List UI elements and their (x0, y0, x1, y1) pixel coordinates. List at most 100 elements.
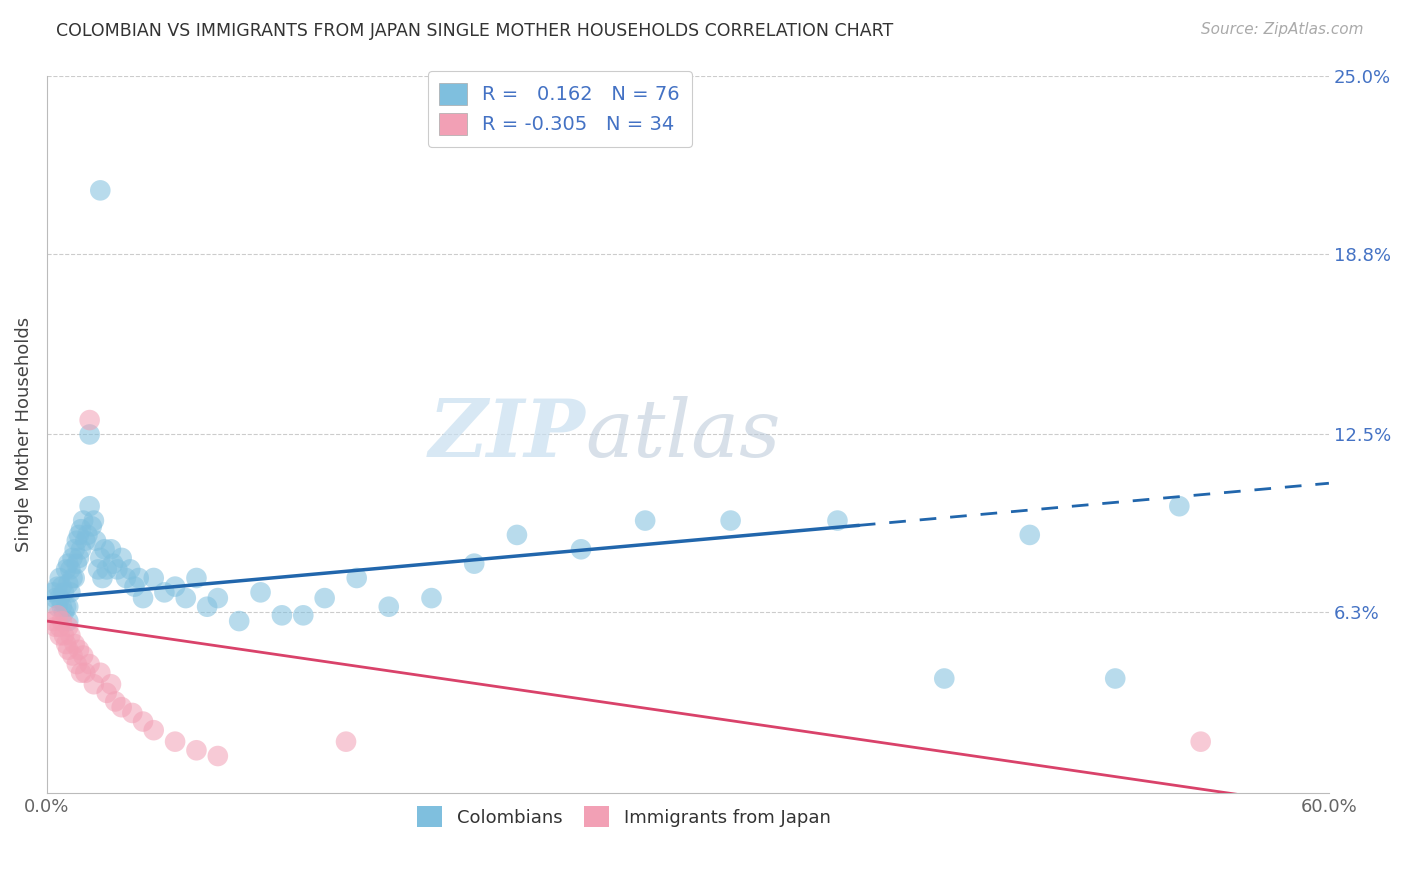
Point (111, 700, 134, 714)
Point (174, 591, 197, 606)
Point (346, 571, 368, 585)
Point (58, 620, 80, 634)
Point (142, 571, 165, 585)
Text: atlas: atlas (585, 396, 780, 473)
Point (79, 500, 101, 514)
Point (51, 580, 73, 594)
Point (46, 580, 69, 594)
Point (87, 562, 110, 576)
Point (228, 614, 250, 628)
Point (67, 528, 90, 542)
Point (314, 591, 336, 606)
Point (506, 528, 529, 542)
Point (249, 585, 271, 599)
Point (207, 749, 229, 764)
Point (83, 677, 105, 691)
Point (1189, 734, 1212, 748)
Point (62, 550, 84, 565)
Point (42, 614, 65, 628)
Point (59, 562, 82, 576)
Point (63, 637, 86, 651)
Point (63, 542, 86, 557)
Point (72, 514, 94, 528)
Point (165, 734, 187, 748)
Point (48, 628, 70, 642)
Point (93, 542, 115, 557)
Point (827, 514, 849, 528)
Legend: Colombians, Immigrants from Japan: Colombians, Immigrants from Japan (409, 799, 838, 835)
Point (59, 585, 82, 599)
Point (66, 657, 89, 672)
Text: Source: ZipAtlas.com: Source: ZipAtlas.com (1201, 22, 1364, 37)
Point (67, 642, 90, 657)
Point (153, 585, 176, 599)
Point (420, 591, 443, 606)
Point (207, 591, 229, 606)
Point (59, 628, 82, 642)
Point (62, 571, 84, 585)
Point (128, 571, 150, 585)
Point (70, 665, 93, 680)
Point (84, 533, 107, 548)
Point (111, 550, 134, 565)
Point (79, 427, 101, 442)
Point (72, 648, 94, 663)
Point (75, 665, 97, 680)
Point (53, 585, 76, 599)
Point (75, 533, 97, 548)
Point (48, 571, 70, 585)
Point (55, 562, 77, 576)
Point (55, 637, 77, 651)
Point (53, 606, 76, 620)
Point (66, 557, 89, 571)
Point (100, 542, 122, 557)
Y-axis label: Single Mother Households: Single Mother Households (15, 317, 32, 552)
Point (58, 614, 80, 628)
Point (195, 599, 218, 614)
Point (142, 723, 165, 738)
Point (292, 608, 315, 623)
Point (165, 580, 187, 594)
Point (463, 557, 485, 571)
Point (105, 562, 128, 576)
Point (121, 706, 143, 720)
Point (89, 665, 111, 680)
Point (186, 571, 208, 585)
Point (100, 677, 122, 691)
Point (70, 542, 93, 557)
Point (58, 642, 80, 657)
Point (377, 599, 399, 614)
Point (1018, 528, 1040, 542)
Point (58, 576, 80, 591)
Point (132, 591, 155, 606)
Point (91, 571, 114, 585)
Point (569, 542, 592, 557)
Point (115, 571, 138, 585)
Point (76, 528, 98, 542)
Point (67, 550, 90, 565)
Text: ZIP: ZIP (429, 396, 585, 473)
Point (66, 533, 89, 548)
Point (934, 672, 956, 686)
Point (89, 550, 111, 565)
Point (1104, 672, 1126, 686)
Point (634, 514, 657, 528)
Point (124, 580, 146, 594)
Point (186, 743, 208, 757)
Point (48, 591, 70, 606)
Point (58, 599, 80, 614)
Point (55, 599, 77, 614)
Point (80, 519, 103, 533)
Point (96, 562, 118, 576)
Point (132, 714, 155, 729)
Point (58, 557, 80, 571)
Point (42, 585, 65, 599)
Point (79, 657, 101, 672)
Point (96, 686, 118, 700)
Point (104, 694, 127, 708)
Point (79, 413, 101, 427)
Point (720, 514, 742, 528)
Point (46, 608, 69, 623)
Point (1168, 500, 1191, 514)
Point (46, 599, 69, 614)
